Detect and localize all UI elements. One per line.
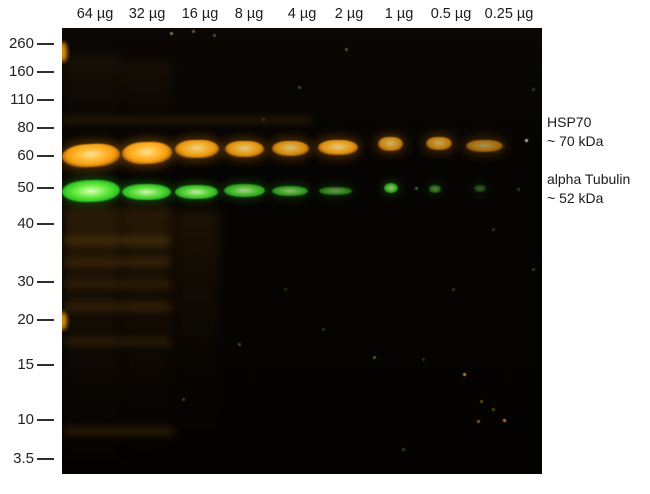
lane-smear: [122, 62, 172, 144]
noise-speckle: [284, 288, 287, 291]
mw-marker-label: 15: [17, 356, 34, 373]
mw-marker-label: 110: [10, 91, 34, 108]
annotation-hsp70-kda: ~ 70 kDa: [547, 133, 604, 149]
membrane-edge-mark: [62, 42, 67, 62]
tubulin-band: [429, 185, 441, 193]
noise-speckle: [463, 373, 466, 376]
mw-marker-tick: [37, 458, 54, 461]
noise-speckle: [477, 420, 480, 423]
blot-membrane: [62, 28, 542, 474]
mw-marker-label: 50: [17, 179, 34, 196]
noise-speckle: [492, 408, 495, 411]
hsp70-band: [272, 141, 309, 156]
lane-label: 1 µg: [384, 6, 414, 22]
mw-marker-tick: [37, 127, 54, 130]
hsp70-band: [378, 137, 403, 151]
mw-marker-tick: [37, 364, 54, 367]
mw-marker-label: 80: [17, 119, 34, 136]
noise-speckle: [238, 343, 241, 346]
mw-marker-label: 40: [17, 215, 34, 232]
noise-speckle: [422, 358, 425, 361]
annotation-tubulin-kda: ~ 52 kDa: [547, 190, 604, 206]
lane-label: 8 µg: [234, 6, 264, 22]
tubulin-band: [319, 187, 352, 195]
noise-speckle: [492, 228, 495, 231]
lane-label: 16 µg: [181, 6, 219, 22]
lane-label: 2 µg: [334, 6, 364, 22]
mw-marker-tick: [37, 223, 54, 226]
noise-speckle: [373, 356, 376, 359]
hsp70-band: [62, 142, 121, 169]
noise-speckle: [480, 400, 483, 403]
faint-background-band: [64, 302, 172, 312]
annotation-hsp70: HSP70 ~ 70 kDa: [547, 113, 603, 151]
lane-label: 32 µg: [128, 6, 166, 22]
noise-speckle: [452, 288, 455, 291]
faint-background-band: [64, 426, 174, 436]
noise-speckle: [192, 30, 195, 33]
lane-smear: [122, 206, 172, 454]
lane-smear: [64, 56, 120, 144]
tubulin-band: [224, 184, 265, 197]
hsp70-band: [121, 141, 173, 165]
faint-background-band: [64, 337, 172, 346]
noise-speckle: [170, 32, 173, 35]
noise-speckle: [525, 139, 528, 142]
lane-smear: [175, 210, 219, 438]
tubulin-band: [384, 183, 398, 193]
mw-marker-label: 10: [17, 411, 34, 428]
noise-speckle: [402, 448, 405, 451]
mw-marker-tick: [37, 419, 54, 422]
noise-speckle: [182, 398, 185, 401]
mw-marker-tick: [37, 99, 54, 102]
hsp70-band: [225, 141, 264, 157]
lane-label: 64 µg: [76, 6, 114, 22]
faint-background-band: [62, 116, 312, 124]
noise-speckle: [503, 419, 506, 422]
mw-marker-label: 20: [17, 311, 34, 328]
noise-speckle: [517, 188, 520, 191]
noise-speckle: [415, 187, 418, 190]
noise-speckle: [213, 34, 216, 37]
tubulin-band: [62, 178, 121, 204]
mw-marker-tick: [37, 187, 54, 190]
noise-speckle: [532, 88, 535, 91]
hsp70-band: [466, 140, 503, 152]
mw-marker-label: 260: [8, 35, 34, 52]
mw-marker-tick: [37, 71, 54, 74]
lane-smear: [64, 206, 120, 458]
hsp70-band: [426, 137, 452, 150]
mw-marker-tick: [37, 281, 54, 284]
mw-marker-label: 60: [17, 147, 34, 164]
membrane-edge-mark: [62, 312, 67, 330]
mw-marker-label: 30: [17, 273, 34, 290]
mw-marker-tick: [37, 43, 54, 46]
mw-marker-label: 160: [8, 63, 34, 80]
annotation-alpha-tubulin: alpha Tubulin ~ 52 kDa: [547, 170, 630, 208]
mw-marker-tick: [37, 319, 54, 322]
tubulin-band: [474, 185, 486, 192]
tubulin-band: [175, 185, 218, 199]
noise-speckle: [298, 86, 301, 89]
mw-marker-label: 3.5: [13, 450, 34, 467]
lane-label: 0.5 µg: [430, 6, 472, 22]
hsp70-band: [318, 140, 358, 155]
noise-speckle: [532, 268, 535, 271]
noise-speckle: [345, 48, 348, 51]
faint-background-band: [64, 280, 172, 288]
mw-marker-tick: [37, 155, 54, 158]
faint-background-band: [64, 236, 170, 245]
tubulin-band: [272, 186, 308, 196]
faint-background-band: [64, 258, 170, 266]
lane-label: 4 µg: [287, 6, 317, 22]
tubulin-band: [122, 184, 171, 200]
annotation-tubulin-name: alpha Tubulin: [547, 171, 631, 187]
lane-label: 0.25 µg: [484, 6, 534, 22]
noise-speckle: [262, 118, 265, 121]
annotation-hsp70-name: HSP70: [547, 114, 592, 130]
hsp70-band: [174, 139, 220, 159]
noise-speckle: [322, 328, 325, 331]
